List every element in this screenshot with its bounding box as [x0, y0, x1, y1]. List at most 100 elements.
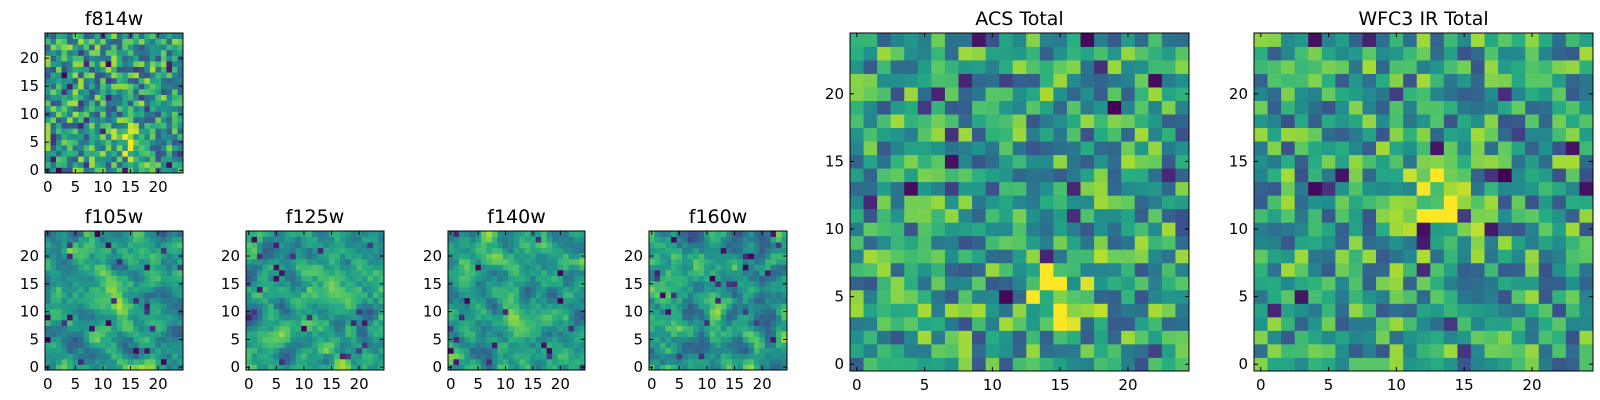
heatmap-cell	[770, 353, 777, 360]
heatmap-cell	[519, 314, 526, 321]
heatmap-cell	[262, 253, 269, 260]
heatmap-cell	[177, 150, 184, 157]
heatmap-cell	[378, 353, 385, 360]
heatmap-cell	[574, 331, 580, 338]
heatmap-cell	[166, 331, 173, 338]
heatmap-cell	[1403, 303, 1418, 318]
heatmap-cell	[378, 231, 385, 237]
heatmap-cell	[334, 331, 341, 338]
heatmap-cell	[1538, 316, 1553, 331]
heatmap-cell	[1321, 330, 1336, 345]
heatmap-cell	[453, 258, 460, 265]
heatmap-cell	[1308, 114, 1323, 129]
heatmap-cell	[737, 286, 744, 293]
heatmap-cell	[513, 258, 520, 265]
heatmap-cell	[160, 94, 167, 101]
heatmap-cell	[687, 281, 694, 287]
heatmap-cell	[1525, 303, 1540, 318]
heatmap-cell	[262, 308, 269, 315]
heatmap-cell	[563, 325, 569, 332]
heatmap-cell	[742, 231, 749, 237]
heatmap-cell	[568, 247, 575, 254]
heatmap-cell	[83, 242, 90, 249]
heatmap-cell	[122, 44, 129, 51]
heatmap-cell	[83, 105, 90, 112]
heatmap-cell	[61, 231, 68, 237]
heatmap-cell	[166, 319, 173, 326]
heatmap-cell	[94, 44, 101, 51]
heatmap-cell	[160, 145, 167, 151]
heatmap-cell	[133, 325, 140, 332]
heatmap-cell	[660, 269, 666, 276]
heatmap-cell	[133, 364, 140, 371]
heatmap-cell	[563, 236, 569, 243]
heatmap-cell	[149, 308, 156, 315]
heatmap-cell	[704, 236, 711, 243]
heatmap-cell	[1294, 33, 1309, 47]
heatmap-cell	[513, 319, 520, 326]
heatmap-cell	[1376, 114, 1390, 129]
heatmap-cell	[731, 275, 738, 282]
heatmap-cell	[290, 253, 297, 260]
heatmap-cell	[917, 222, 932, 237]
heatmap-cell	[306, 303, 313, 310]
heatmap-cell	[917, 87, 932, 101]
heatmap-cell	[508, 258, 515, 265]
heatmap-cell	[877, 249, 892, 264]
heatmap-cell	[546, 231, 553, 237]
heatmap-cell	[530, 269, 537, 276]
heatmap-cell	[999, 330, 1014, 345]
heatmap-cell	[877, 168, 892, 183]
heatmap-cell	[127, 292, 134, 299]
heatmap-cell	[56, 133, 62, 140]
heatmap-cell	[715, 303, 722, 310]
heatmap-cell	[105, 133, 112, 140]
heatmap-cell	[1308, 357, 1323, 372]
heatmap-cell	[917, 316, 932, 331]
heatmap-cell	[334, 264, 341, 271]
heatmap-cell	[497, 247, 504, 254]
heatmap-cell	[1094, 222, 1109, 237]
heatmap-cell	[1565, 73, 1580, 88]
heatmap-cell	[1430, 195, 1445, 210]
heatmap-cell	[284, 319, 291, 326]
heatmap-cell	[273, 358, 280, 365]
heatmap-cell	[1525, 330, 1540, 345]
heatmap-cell	[453, 236, 460, 243]
heatmap-cell	[1321, 100, 1336, 115]
heatmap-cell	[1470, 73, 1485, 88]
heatmap-cell	[781, 297, 788, 304]
heatmap-cell	[1281, 141, 1296, 156]
heatmap-cell	[116, 253, 123, 260]
heatmap-cell	[177, 77, 184, 84]
heatmap-cell	[1254, 249, 1268, 264]
heatmap-cell	[1362, 208, 1377, 223]
heatmap-cell	[1416, 73, 1431, 88]
heatmap-cell	[312, 264, 319, 271]
heatmap-cell	[1511, 114, 1526, 129]
heatmap-cell	[83, 347, 90, 354]
heatmap-cell	[56, 264, 62, 271]
heatmap-cell	[122, 253, 129, 260]
heatmap-cell	[50, 325, 57, 332]
heatmap-cell	[89, 100, 96, 107]
heatmap-cell	[317, 353, 324, 360]
heatmap-cell	[372, 364, 379, 371]
heatmap-cell	[1134, 222, 1149, 237]
heatmap-cell	[557, 319, 564, 326]
heatmap-cell	[367, 331, 374, 338]
heatmap-cell	[295, 364, 302, 371]
heatmap-cell	[486, 364, 493, 371]
heatmap-cell	[94, 117, 101, 123]
heatmap-cell	[764, 258, 771, 265]
heatmap-cell	[985, 60, 1000, 74]
heatmap-cell	[89, 139, 96, 146]
heatmap-cell	[535, 331, 542, 338]
heatmap-cell	[475, 236, 482, 243]
heatmap-cell	[890, 262, 905, 277]
heatmap-cell	[306, 319, 313, 326]
heatmap-cell	[262, 258, 269, 265]
heatmap-cell	[1525, 87, 1540, 101]
heatmap-cell	[731, 286, 738, 293]
heatmap-cell	[1565, 222, 1580, 237]
